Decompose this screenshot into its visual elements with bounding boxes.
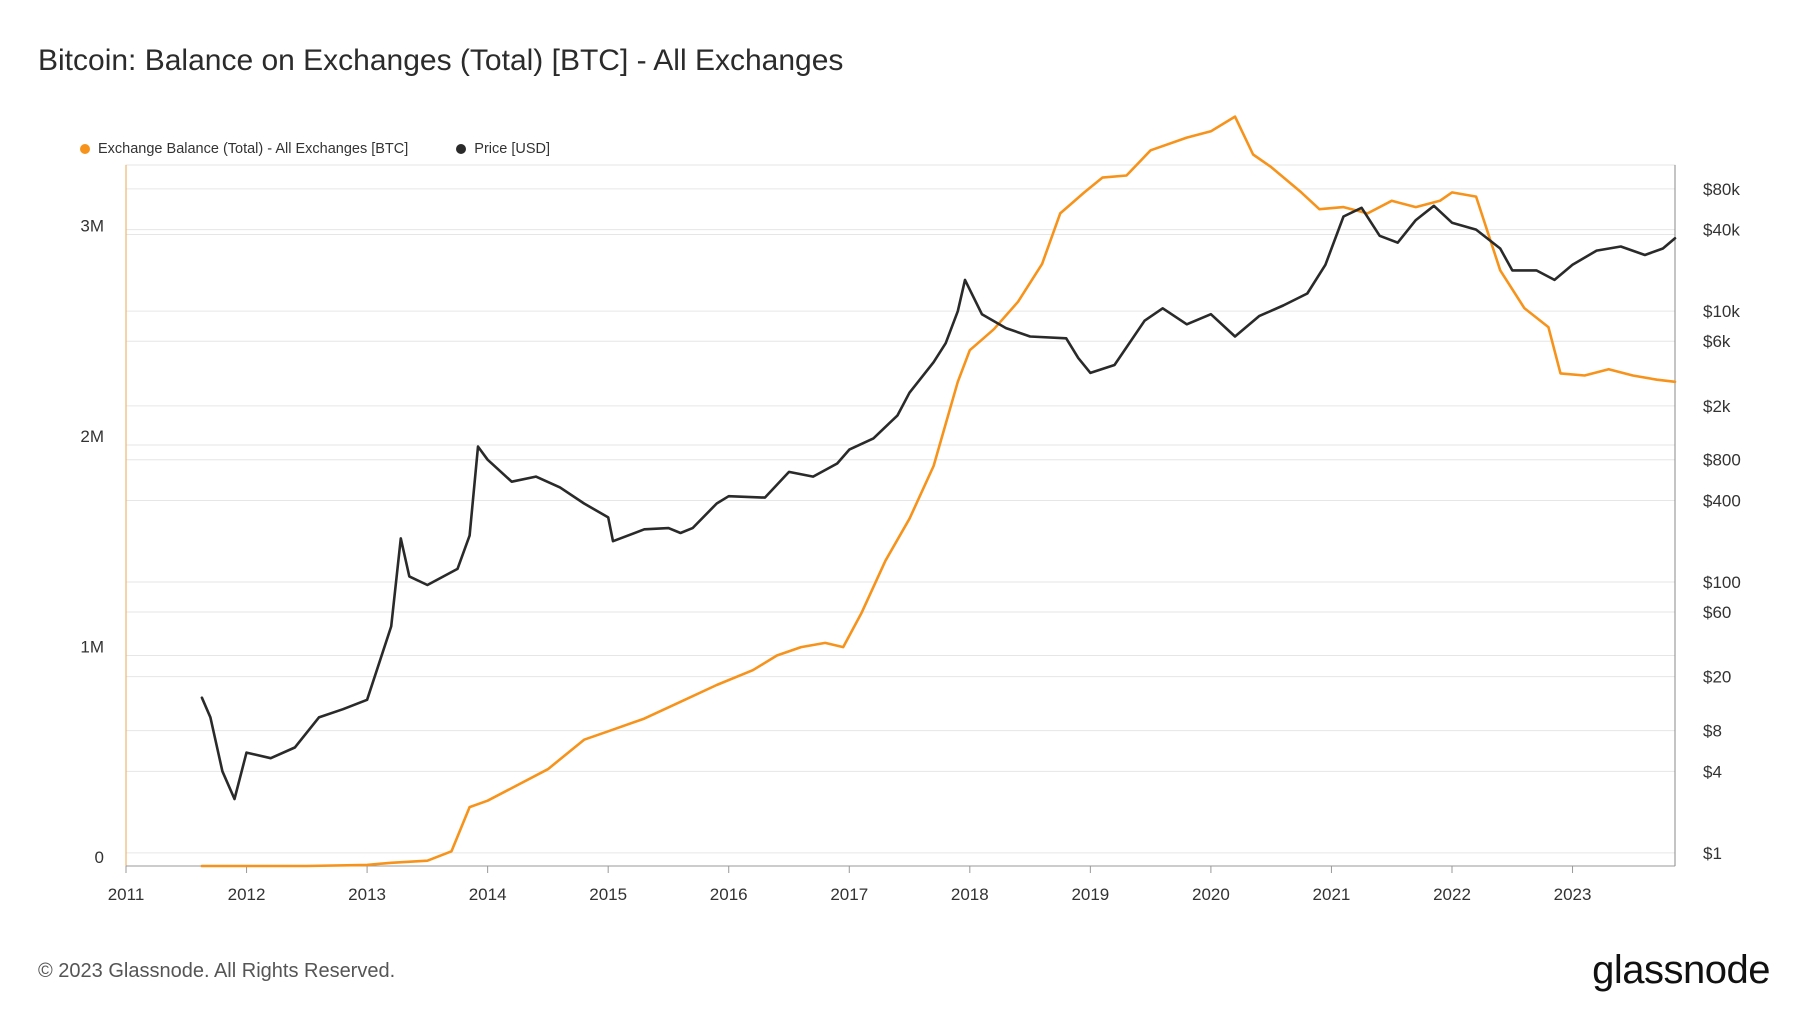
y-right-tick-label: $1 xyxy=(1703,844,1722,863)
series-line-exchange-balance xyxy=(200,115,1677,868)
legend-item-price[interactable]: Price [USD] xyxy=(456,141,550,157)
x-tick-label: 2019 xyxy=(1071,885,1109,904)
x-tick-label: 2017 xyxy=(830,885,868,904)
x-tick-label: 2011 xyxy=(108,885,145,904)
y-right-tick-label: $4 xyxy=(1703,762,1722,781)
x-tick-label: 2016 xyxy=(710,885,748,904)
y-right-tick-label: $80k xyxy=(1703,180,1740,199)
legend-label-price: Price [USD] xyxy=(474,141,551,157)
x-tick-label: 2012 xyxy=(228,885,266,904)
y-left-tick-label: 2M xyxy=(80,427,104,446)
y-left-tick-label: 3M xyxy=(80,216,104,235)
legend-item-balance[interactable]: Exchange Balance (Total) - All Exchanges… xyxy=(80,141,408,157)
y-right-tick-label: $10k xyxy=(1703,302,1740,321)
series-line-price xyxy=(200,204,1677,801)
x-tick-label: 2022 xyxy=(1433,885,1471,904)
y-right-tick-label: $20 xyxy=(1703,668,1731,687)
y-left-tick-label: 0 xyxy=(95,848,104,867)
x-tick-label: 2021 xyxy=(1313,885,1351,904)
y-right-tick-label: $100 xyxy=(1703,573,1741,592)
x-tick-label: 2018 xyxy=(951,885,989,904)
copyright-footer: © 2023 Glassnode. All Rights Reserved. xyxy=(38,960,396,982)
chart-legend: Exchange Balance (Total) - All Exchanges… xyxy=(80,141,550,157)
x-tick-label: 2020 xyxy=(1192,885,1230,904)
chart-title: Bitcoin: Balance on Exchanges (Total) [B… xyxy=(38,44,844,77)
y-right-tick-label: $6k xyxy=(1703,332,1731,351)
x-tick-label: 2015 xyxy=(589,885,627,904)
legend-label-balance: Exchange Balance (Total) - All Exchanges… xyxy=(98,141,409,157)
y-left-tick-label: 1M xyxy=(80,637,104,656)
y-right-tick-label: $2k xyxy=(1703,397,1731,416)
glassnode-logo[interactable]: glassnode xyxy=(1592,948,1770,992)
y-right-tick-label: $8 xyxy=(1703,722,1722,741)
x-tick-label: 2014 xyxy=(469,885,507,904)
legend-dot-price xyxy=(456,144,467,154)
y-right-tick-label: $60 xyxy=(1703,603,1731,622)
x-tick-label: 2013 xyxy=(348,885,386,904)
y-right-tick-label: $40k xyxy=(1703,221,1740,240)
legend-dot-balance xyxy=(80,144,90,154)
y-right-tick-label: $400 xyxy=(1703,491,1741,510)
y-right-tick-label: $800 xyxy=(1703,451,1741,470)
x-tick-label: 2023 xyxy=(1554,885,1592,904)
plot-area xyxy=(125,164,1676,867)
